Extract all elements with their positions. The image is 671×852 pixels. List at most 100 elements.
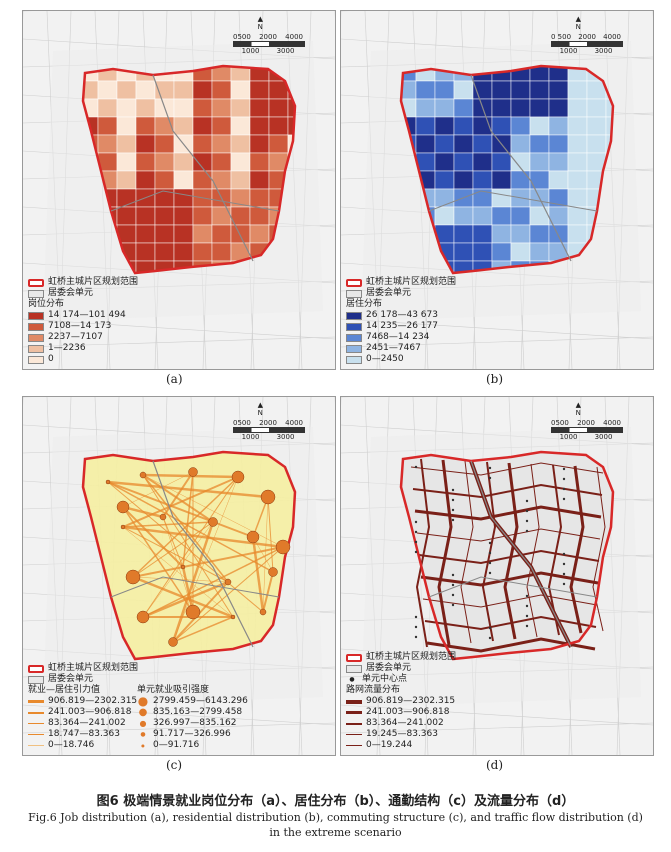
commute-flow-line <box>267 496 274 573</box>
unit-cell <box>453 116 474 136</box>
unit-cell <box>548 224 569 244</box>
unit-cell <box>268 98 289 118</box>
unit-cell <box>491 152 512 172</box>
commute-flow-line <box>132 576 229 583</box>
commute-flow-line <box>122 471 194 508</box>
commute-flow-line <box>122 521 214 528</box>
unit-cell <box>415 80 436 100</box>
unit-cell <box>211 152 232 172</box>
panel-commuting-structure: ▲ N 0500 2000 4000 1000 3000 虹桥主城片区规划范围 居委会单… <box>22 396 336 756</box>
unit-cell <box>510 98 531 118</box>
commute-flow-line <box>122 526 234 618</box>
unit-cell <box>586 98 607 118</box>
attraction-node <box>208 517 218 527</box>
unit-centroid <box>414 625 418 629</box>
unit-cell <box>529 224 550 244</box>
attraction-node <box>246 530 260 544</box>
road-segment <box>503 462 519 640</box>
panel-label-c: (c) <box>166 758 183 772</box>
unit-cell <box>434 188 455 208</box>
unit-cell <box>154 152 175 172</box>
unit-cell <box>211 170 232 190</box>
unit-cell <box>192 242 213 262</box>
attraction-node <box>230 614 236 620</box>
legend-c-attract: 单元就业吸引强度 ● 2799.459—6143.296 ● 835.163—279… <box>137 685 248 750</box>
unit-cell <box>249 224 270 244</box>
scale-bar: 0500 2000 4000 1000 3000 <box>233 419 305 441</box>
unit-cell <box>529 242 550 262</box>
road-segment <box>437 459 453 646</box>
road-segment <box>414 505 602 521</box>
unit-cell <box>472 134 493 154</box>
attraction-node <box>120 524 126 530</box>
unit-cell <box>548 152 569 172</box>
commute-flow-line <box>142 474 284 548</box>
unit-cell <box>192 80 213 100</box>
unit-centroid <box>525 624 529 628</box>
unit-centroid <box>414 520 418 524</box>
unit-cell <box>249 116 270 136</box>
unit-centroid <box>525 519 529 523</box>
unit-cell <box>529 116 550 136</box>
attraction-node <box>159 513 167 521</box>
unit-cell <box>567 188 588 208</box>
unit-centroid <box>414 465 418 469</box>
unit-cell <box>510 116 531 136</box>
unit-cell <box>135 206 156 226</box>
unit-cell <box>211 206 232 226</box>
unit-centroid <box>451 573 455 577</box>
unit-centroid <box>414 540 418 544</box>
commute-flow-line <box>172 581 229 643</box>
unit-cell <box>211 224 232 244</box>
unit-cell <box>173 116 194 136</box>
unit-cell <box>249 170 270 190</box>
commute-flow-line <box>162 471 194 518</box>
unit-cell <box>567 152 588 172</box>
attraction-node <box>259 608 267 616</box>
unit-cell <box>491 98 512 118</box>
unit-cell <box>230 134 251 154</box>
unit-cell <box>116 116 137 136</box>
planning-boundary <box>81 64 297 275</box>
unit-cell <box>434 98 455 118</box>
unit-cell <box>116 152 137 172</box>
unit-cell <box>249 98 270 118</box>
commute-flow-line <box>172 616 234 643</box>
unit-cell <box>116 206 137 226</box>
attraction-node <box>268 567 278 577</box>
unit-cell <box>249 80 270 100</box>
unit-cell <box>567 134 588 154</box>
unit-centroid <box>525 509 529 513</box>
figure-caption-en: Fig.6 Job distribution (a), residential … <box>28 811 643 839</box>
unit-centroid <box>451 488 455 492</box>
unit-cell <box>453 80 474 100</box>
unit-cell <box>472 224 493 244</box>
commute-flow-line <box>182 471 194 568</box>
commute-flow-line <box>132 521 214 578</box>
unit-cell <box>192 98 213 118</box>
commute-flow-line <box>142 474 229 583</box>
unit-cell <box>230 116 251 136</box>
road-segment <box>420 571 599 587</box>
unit-cell <box>173 206 194 226</box>
unit-cell <box>97 80 118 100</box>
unit-cell <box>453 242 474 262</box>
figure-caption-cn: 图6 极端情景就业岗位分布（a）、居住分布（b）、通勤结构（c）及流量分布（d） <box>96 794 575 809</box>
unit-centroid <box>525 614 529 618</box>
north-arrow: ▲ N <box>575 15 581 31</box>
unit-centroid <box>488 541 492 545</box>
unit-centroid <box>414 615 418 619</box>
map-traffic <box>341 397 653 755</box>
unit-centroid <box>451 603 455 607</box>
map-residential <box>341 11 653 369</box>
panel-label-d: (d) <box>486 758 504 772</box>
unit-cell <box>529 206 550 226</box>
unit-cell <box>135 224 156 244</box>
unit-cell <box>116 170 137 190</box>
unit-cell <box>548 80 569 100</box>
unit-cell <box>211 80 232 100</box>
unit-cell <box>529 170 550 190</box>
unit-cell <box>434 206 455 226</box>
planning-boundary <box>81 450 297 661</box>
unit-centroid <box>451 593 455 597</box>
